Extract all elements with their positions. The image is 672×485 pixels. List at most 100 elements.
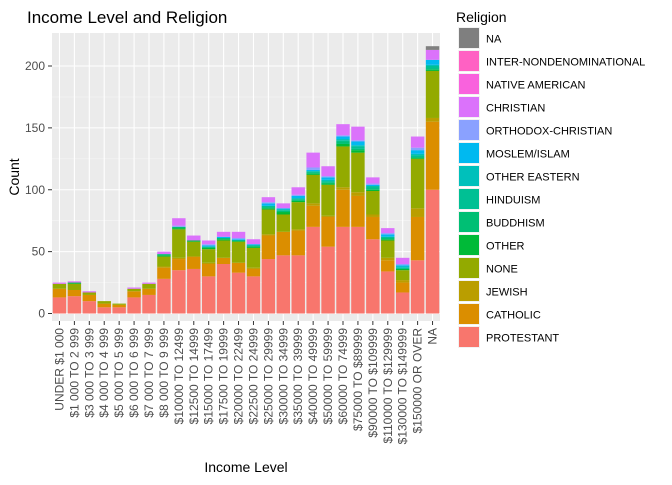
legend-label: NA	[486, 34, 502, 46]
bar-segment	[336, 146, 350, 188]
bar-segment	[395, 265, 410, 267]
legend-label: MOSLEM/ISLAM	[486, 149, 570, 161]
bar-segment	[381, 257, 395, 261]
bar-segment	[291, 202, 305, 230]
bar-segment	[172, 225, 186, 227]
x-tick-label: $110000 TO $129999	[381, 328, 395, 444]
bar-segment	[321, 183, 335, 185]
bar-segment	[410, 208, 425, 217]
bar-segment	[97, 307, 111, 314]
bar-segment	[157, 255, 171, 257]
bar-segment	[276, 209, 291, 211]
bar-segment	[246, 267, 261, 269]
bar-segment	[276, 255, 291, 314]
bar-segment	[157, 254, 171, 256]
bar-segment	[261, 202, 276, 204]
bar-segment	[321, 176, 335, 178]
bar-segment	[425, 189, 440, 314]
bar-segment	[52, 297, 67, 314]
bar-segment	[261, 208, 276, 210]
bar-segment	[97, 303, 111, 308]
bar-segment	[351, 146, 365, 149]
bar-segment	[425, 69, 440, 71]
x-tick-label: $40000 TO 49999	[306, 328, 320, 425]
x-tick-label: $8 000 TO 9 999	[157, 328, 171, 418]
bar-segment	[82, 291, 97, 293]
x-axis: UNDER $1 000 $1 000 TO 2 999 $3 000 TO 3 9…	[52, 321, 440, 444]
bar-segment	[261, 259, 276, 314]
bar-segment	[67, 283, 82, 290]
bar-segment	[381, 234, 395, 237]
bar-segment	[306, 152, 320, 168]
bar-segment	[276, 212, 291, 215]
legend-swatch	[459, 281, 479, 301]
bar-segment	[336, 124, 350, 136]
bar-segment	[231, 238, 246, 240]
bar-segment	[395, 264, 410, 266]
bar-segment	[261, 197, 276, 203]
bar-segment	[351, 126, 365, 141]
bar-segment	[321, 181, 335, 183]
x-tick-label: $3 000 TO 3 999	[82, 328, 96, 418]
legend-label: OTHER EASTERN	[486, 172, 580, 184]
bar-segment	[216, 240, 231, 258]
legend-swatch	[459, 212, 479, 232]
bars-layer	[52, 46, 440, 314]
bar-segment	[410, 260, 425, 314]
x-tick-label: $20000 TO 22499	[232, 328, 246, 425]
legend-label: CATHOLIC	[486, 310, 541, 322]
bar-segment	[351, 140, 365, 142]
bar-segment	[410, 153, 425, 156]
legend-title: Religion	[456, 9, 507, 25]
legend-label: NONE	[486, 264, 518, 276]
bar-segment	[216, 257, 231, 264]
bar-segment	[336, 187, 350, 190]
bar-segment	[410, 147, 425, 151]
bar-segment	[127, 291, 141, 298]
bar-segment	[366, 214, 380, 217]
bar-segment	[381, 233, 395, 235]
bar-segment	[366, 184, 380, 187]
bar-segment	[231, 240, 246, 242]
bar-segment	[187, 268, 201, 314]
bar-segment	[395, 257, 410, 264]
x-tick-label: $17500 TO 19999	[217, 328, 231, 425]
bar-segment	[425, 66, 440, 69]
bar-segment	[410, 150, 425, 154]
bar-segment	[425, 64, 440, 66]
bar-segment	[306, 173, 320, 175]
bar-segment	[381, 238, 395, 240]
bar-segment	[366, 186, 380, 189]
y-tick-label: 50	[32, 245, 46, 259]
bar-segment	[366, 189, 380, 191]
bar-segment	[172, 226, 186, 229]
bar-segment	[306, 169, 320, 172]
bar-segment	[157, 256, 171, 267]
bar-segment	[82, 301, 97, 314]
bar-segment	[291, 229, 305, 231]
bar-segment	[395, 292, 410, 314]
bar-segment	[336, 141, 350, 144]
legend-swatch	[459, 28, 479, 48]
bar-segment	[187, 241, 201, 257]
legend-swatch	[459, 51, 479, 71]
x-tick-label: $10000 TO 12499	[172, 328, 186, 425]
bar-segment	[231, 272, 246, 314]
bar-segment	[276, 214, 291, 232]
bar-segment	[67, 282, 82, 284]
bar-segment	[112, 304, 126, 308]
bar-segment	[142, 283, 156, 289]
bar-segment	[157, 267, 171, 279]
bar-segment	[321, 177, 335, 180]
bar-segment	[201, 240, 216, 245]
bar-segment	[261, 203, 276, 206]
bar-segment	[246, 276, 261, 314]
bar-segment	[366, 239, 380, 314]
x-tick-label: UNDER $1 000	[52, 328, 66, 411]
legend-swatch	[459, 74, 479, 94]
bar-segment	[216, 264, 231, 314]
bar-segment	[336, 136, 350, 140]
bar-segment	[172, 257, 186, 260]
bar-segment	[172, 218, 186, 226]
